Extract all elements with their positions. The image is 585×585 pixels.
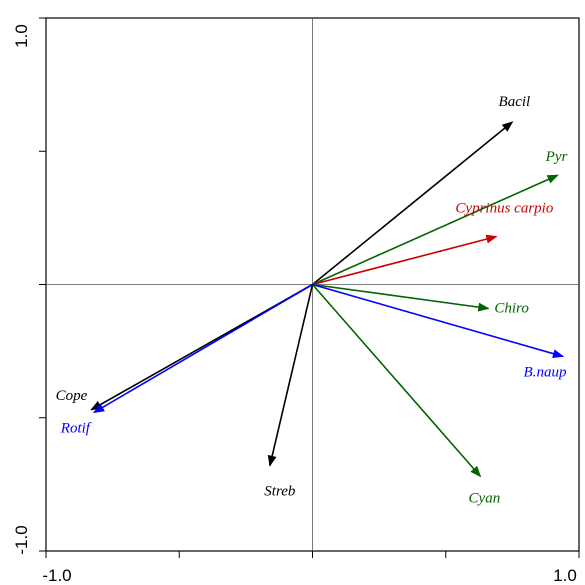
y-tick-label-min: -1.0: [12, 525, 31, 554]
vector-b-naup: [312, 283, 565, 358]
vector-bacil: [311, 121, 514, 286]
vector-cyan: [311, 283, 482, 478]
y-tick-label-max: 1.0: [12, 24, 31, 48]
vector-label-bacil: Bacil: [499, 94, 531, 110]
vector-streb: [267, 284, 314, 467]
vector-arrows: [90, 121, 565, 478]
vector-label-cyan: Cyan: [469, 490, 501, 506]
vector-cyprinus-carpio: [312, 234, 498, 286]
vector-label-rotif: Rotif: [60, 420, 92, 436]
x-tick-label-max: 1.0: [553, 566, 577, 585]
vector-label-cyprinus-carpio: Cyprinus carpio: [455, 201, 553, 217]
vector-labels: Bacil Pyr Cyprinus carpio Chiro B.naup Cyan St…: [56, 94, 568, 506]
x-tick-label-min: -1.0: [42, 566, 71, 585]
vector-label-streb: Streb: [264, 484, 296, 500]
vector-label-b-naup: B.naup: [524, 364, 567, 380]
vector-chiro: [312, 283, 490, 312]
vector-pyr: [312, 174, 559, 286]
vector-label-chiro: Chiro: [494, 300, 529, 316]
vector-label-pyr: Pyr: [545, 149, 568, 165]
vector-label-cope: Cope: [56, 388, 88, 404]
vector-rotif: [93, 283, 313, 414]
axis-ticks: [39, 17, 580, 558]
